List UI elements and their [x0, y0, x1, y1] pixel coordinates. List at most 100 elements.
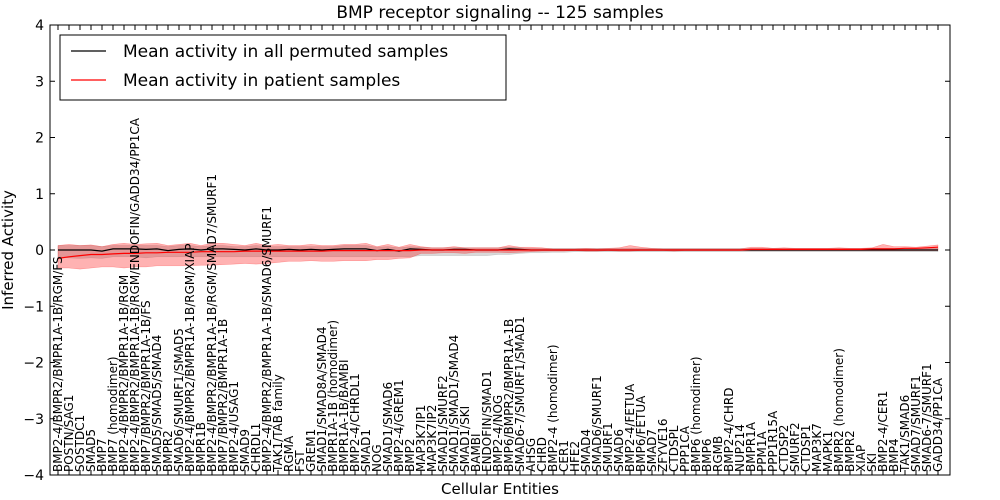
x-tick-label: MAPK1 — [821, 431, 835, 472]
x-tick-label: POSTN/SAG1 — [62, 395, 76, 472]
x-tick-label: BMP6/BMPR2/BMPR1A-1B — [502, 319, 516, 472]
x-tick-label: SMAD6 — [612, 429, 626, 472]
x-tick-label: AHSG — [524, 438, 538, 472]
x-tick-label: PPP1CA — [678, 425, 692, 472]
x-tick-label: BMP2-4 (homodimer) — [546, 344, 560, 472]
x-tick-label: SMAD1/SKI — [458, 406, 472, 472]
y-tick-label: 4 — [35, 18, 44, 34]
x-tick-label: BMPR1A — [744, 421, 758, 472]
x-tick-label: ENDOFIN/SMAD1 — [480, 370, 494, 472]
legend-label-patient: Mean activity in patient samples — [123, 71, 400, 91]
x-tick-label: TAK1/TAB family — [271, 374, 285, 473]
x-tick-label: SMAD6-7/SMURF1 — [920, 363, 934, 472]
y-tick-label: −1 — [23, 299, 44, 315]
x-tick-label: BMP2-4/USAG1 — [227, 381, 241, 472]
x-tick-label: BMPR1A-1B (homodimer) — [326, 320, 340, 472]
x-tick-label: CTDSP2 — [777, 425, 791, 472]
x-tick-label: BMP2-4/BMPR2/BMPR1A-1B/RGM/SMAD7/SMURF1 — [205, 174, 219, 472]
x-tick-label: PPM1A — [755, 431, 769, 472]
x-tick-label: BMP2-4/FETUA — [623, 383, 637, 472]
y-axis: −4 −3 −2 −1 0 1 2 3 4 — [23, 18, 950, 484]
x-tick-label: BMP7 (homodimer) — [106, 356, 120, 472]
x-tick-label: RGMA — [282, 435, 296, 472]
x-tick-label: CER1 — [557, 440, 571, 472]
x-tick-label: HFE2 — [568, 441, 582, 472]
x-tick-label: SMAD5/SMAD5/SMAD4 — [150, 335, 164, 472]
x-axis: BMP2-4/BMPR2/BMPR1A-1B/RGM/FSPOSTN/SAG1S… — [51, 25, 945, 475]
x-tick-label: GREM1 — [304, 429, 318, 472]
x-tick-label: SMURF1 — [601, 422, 615, 472]
x-tick-label: SMAD1/SMAD1/SMAD4 — [447, 335, 461, 472]
series-lines — [57, 246, 939, 259]
legend-box — [59, 34, 507, 101]
x-tick-label: SMAD6/SMURF1 — [590, 375, 604, 472]
x-tick-label: NOG — [370, 444, 384, 472]
x-tick-label: BMP7/BMPR2/BMPR1A-1B/FS — [139, 300, 153, 472]
x-tick-label: TAK1/SMAD6 — [898, 395, 912, 473]
x-tick-label: BMP2-4/CHRD — [722, 388, 736, 472]
x-tick-label: SMURF2 — [788, 422, 802, 472]
x-tick-label: FST — [293, 450, 307, 472]
x-tick-label: BMP2-4/BMPR2/BMPR1A-1B/RGM — [117, 275, 131, 472]
x-tick-label: BMPR2 — [161, 430, 175, 472]
x-tick-label: BMP2-4/NOG — [491, 395, 505, 472]
x-tick-label: CTDSPL — [667, 425, 681, 472]
x-tick-label: SMAD1 — [359, 429, 373, 472]
y-tick-label: 3 — [35, 74, 44, 90]
x-tick-label: BMP7 — [95, 439, 109, 472]
x-tick-label: SKI — [865, 453, 879, 472]
band-permuted — [57, 245, 939, 259]
x-tick-label: SMAD7/SMURF1 — [909, 375, 923, 472]
x-tick-label: SMAD4 — [579, 429, 593, 472]
x-tick-label: SMAD5 — [84, 429, 98, 472]
x-tick-label: SMAD7 — [645, 429, 659, 472]
x-axis-label: Cellular Entities — [441, 480, 559, 498]
y-tick-label: 1 — [35, 187, 44, 203]
y-tick-label: −4 — [23, 468, 44, 484]
x-tick-label: NUP214 — [733, 424, 747, 472]
x-tick-label: BMPR1A-1B/BAMBI — [337, 359, 351, 472]
x-tick-label: BMP7/BMPR2/BMPR1A-1B — [216, 319, 230, 472]
y-axis-label: Inferred Activity — [0, 190, 17, 310]
y-tick-label: −2 — [23, 356, 44, 372]
x-tick-label: GADD34/PP1CA — [931, 377, 945, 472]
x-tick-label: ZFYVE16 — [656, 418, 670, 472]
x-tick-label: SMAD6-7/SMURF1/SMAD1 — [513, 316, 527, 472]
x-tick-label: SOSTDC1 — [73, 415, 87, 472]
x-tick-label: BMP2-4/BMPR2/BMPR1A-1B/RGM/ENDOFIN/GADD3… — [128, 117, 142, 472]
y-tick-label: −3 — [23, 412, 44, 428]
x-tick-label: SMAD9 — [238, 429, 252, 472]
x-tick-label: BMPR1B — [194, 422, 208, 472]
x-tick-label: SMAD1/SMURF2 — [436, 375, 450, 472]
y-tick-label: 2 — [35, 131, 44, 147]
x-tick-label: BMP2-4/BMPR2/BMPR1A-1B/RGM/XIAP — [183, 243, 197, 472]
x-tick-label: CTDSP1 — [799, 425, 813, 472]
x-tick-label: SMAD1/SMAD6 — [381, 382, 395, 472]
x-tick-label: CHRDL1 — [249, 423, 263, 472]
x-tick-label: BMP2-4/CHRDL1 — [348, 373, 362, 472]
legend: Mean activity in all permuted samples Me… — [59, 34, 507, 101]
x-tick-label: MAP3K7IP1 — [414, 405, 428, 472]
series-line-patient — [57, 246, 939, 259]
x-tick-label: BMP6 — [700, 439, 714, 472]
x-tick-label: BMP6/FETUA — [634, 395, 648, 472]
x-tick-label: BMP2 — [403, 439, 417, 472]
x-tick-label: BMP2-4/BMPR2/BMPR1A-1B/SMAD6/SMURF1 — [260, 206, 274, 472]
x-tick-label: SMAD6/SMURF1/SMAD5 — [172, 328, 186, 472]
x-tick-label: SMAD1/SMAD8A/SMAD4 — [315, 327, 329, 472]
x-tick-label: BMP6 (homodimer) — [689, 356, 703, 472]
plot-frame — [49, 24, 951, 476]
x-tick-label: PPP1R15A — [766, 410, 780, 472]
x-tick-label: CHRD — [535, 437, 549, 472]
x-tick-label: BMP2-4/CER1 — [876, 391, 890, 472]
legend-label-permuted: Mean activity in all permuted samples — [123, 42, 448, 62]
x-tick-label: BAMBI — [469, 433, 483, 472]
y-tick-label: 0 — [35, 243, 44, 259]
chart-title: BMP receptor signaling -- 125 samples — [336, 3, 663, 23]
x-tick-label: BMPR2 (homodimer) — [832, 348, 846, 472]
x-tick-label: BMP4 — [887, 439, 901, 472]
x-tick-label: XIAP — [854, 445, 868, 472]
x-tick-label: MAP3K7IP2 — [425, 405, 439, 472]
x-tick-label: BMP2-4/BMPR2/BMPR1A-1B/RGM/FS — [51, 256, 65, 472]
